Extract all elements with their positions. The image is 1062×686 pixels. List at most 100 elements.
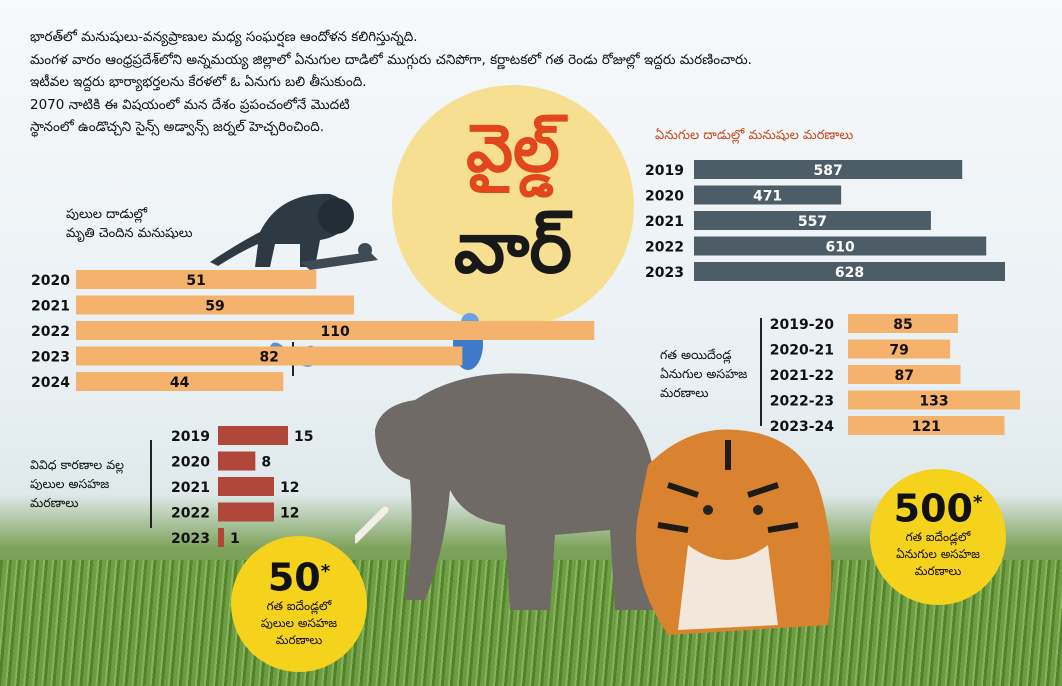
bar <box>694 236 987 256</box>
value-label: 85 <box>893 317 912 333</box>
intro-line: ఇటీవల ఇద్దరు భార్యాభర్తలను కేరళలో ఓ ఏనుగ… <box>30 74 367 90</box>
category-label: 2022 <box>171 506 210 522</box>
category-label: 2024 <box>31 375 70 391</box>
tiger-deaths-brace <box>150 440 152 528</box>
heading-line: గత అయిదేండ్ల <box>660 347 732 362</box>
category-label: 2022-23 <box>770 394 834 410</box>
category-label: 2023 <box>31 350 70 366</box>
bar <box>694 185 842 205</box>
intro-text: భారత్‌లో మనుషులు-వన్యప్రాణుల మధ్య సంఘర్ష… <box>30 26 890 139</box>
value-label: 121 <box>912 419 941 435</box>
badge-mark: * <box>320 561 331 582</box>
category-label: 2020 <box>31 273 70 289</box>
intro-line: స్థానంలో ఉండొచ్చని సైన్స్ అడ్వాన్స్ జర్న… <box>30 119 325 135</box>
elephant-attacks-heading: ఏనుగుల దాడుల్లో మనుషుల మరణాలు <box>655 128 854 143</box>
badge-line: పులుల అసహజ <box>260 615 338 630</box>
elephant-deaths-heading: గత అయిదేండ్ల ఏనుగుల అసహజ మరణాలు <box>660 345 747 402</box>
value-label: 628 <box>835 265 864 281</box>
bar <box>218 451 256 471</box>
value-label: 12 <box>280 506 299 522</box>
category-label: 2022 <box>31 324 70 340</box>
value-label: 110 <box>321 324 350 340</box>
lion-attack-illustration <box>210 193 378 270</box>
heading-line: మృతి చెందిన మనుషులు <box>66 226 193 241</box>
intro-line: భారత్‌లో మనుషులు-వన్యప్రాణుల మధ్య సంఘర్ష… <box>30 29 418 45</box>
tiger-attacks-heading: పులుల దాడుల్లో మృతి చెందిన మనుషులు <box>66 205 193 243</box>
badge-line: మరణాలు <box>914 563 962 578</box>
category-label: 2020 <box>171 455 210 471</box>
bar <box>848 339 951 359</box>
value-label: 1 <box>230 531 240 547</box>
badge-line: ఏనుగుల అసహజ <box>896 546 980 561</box>
category-label: 2023 <box>171 531 210 547</box>
category-label: 2020 <box>645 189 684 205</box>
category-label: 2019 <box>171 429 210 445</box>
value-label: 15 <box>294 429 313 445</box>
badge-number: 500 <box>893 486 973 531</box>
main-title-line2: వార్ <box>453 205 573 289</box>
bar <box>76 346 463 366</box>
bar <box>694 262 1005 281</box>
badge-line: గత ఐదేండ్లలో <box>266 598 332 613</box>
tiger-deaths-badge: 50* గత ఐదేండ్లలో పులుల అసహజ మరణాలు <box>231 536 367 672</box>
category-label: 2023 <box>645 265 684 281</box>
category-label: 2021-22 <box>770 368 834 384</box>
category-label: 2019 <box>645 163 684 179</box>
elephant-deaths-badge: 500* గత ఐదేండ్లలో ఏనుగుల అసహజ మరణాలు <box>870 469 1006 605</box>
category-label: 2019-20 <box>770 317 835 333</box>
value-label: 87 <box>895 368 914 384</box>
value-label: 44 <box>170 375 190 391</box>
tiger-attacks-chart: 2020 51 2021 59 2022 110 2023 82 2024 44 <box>31 270 595 391</box>
heading-line: పులుల అసహజ <box>30 476 110 491</box>
bar <box>848 365 961 384</box>
heading-line: వివిధ కారణాల వల్ల <box>30 457 124 472</box>
value-label: 557 <box>798 214 827 230</box>
tiger-illustration <box>636 429 832 635</box>
badge-line: మరణాలు <box>275 632 323 647</box>
category-label: 2020-21 <box>770 343 834 359</box>
bar <box>218 477 274 496</box>
intro-line: మంగళ వారం ఆంధ్రప్రదేశ్‌లోని అన్నమయ్య జిల… <box>30 51 752 68</box>
badge-mark: * <box>972 492 983 513</box>
elephant-illustration <box>355 373 655 610</box>
value-label: 59 <box>205 299 224 315</box>
badge-number: 50 <box>267 555 321 600</box>
value-label: 610 <box>825 240 854 256</box>
elephant-attacks-chart: 2019 587 2020 471 2021 557 2022 610 2023 628 <box>645 160 1005 281</box>
bar <box>848 416 1005 435</box>
category-label: 2021 <box>171 480 210 496</box>
bar <box>76 270 317 289</box>
bar <box>218 528 224 547</box>
heading-line: ఏనుగుల అసహజ <box>660 366 748 381</box>
bar <box>694 211 931 230</box>
title-circle <box>392 85 634 327</box>
bar <box>218 426 288 445</box>
bar <box>848 390 1020 410</box>
bar <box>76 321 595 340</box>
bar <box>218 502 274 522</box>
tiger-deaths-chart: 2019 15 2020 8 2021 12 2022 12 2023 1 <box>171 426 313 547</box>
bar <box>76 372 284 391</box>
value-label: 79 <box>889 343 908 359</box>
bar <box>848 314 958 333</box>
value-label: 12 <box>280 480 299 496</box>
main-title-line1: వైల్డ్ <box>466 110 560 187</box>
value-label: 471 <box>753 189 782 205</box>
category-label: 2023-24 <box>770 419 835 435</box>
tiger-deaths-heading: వివిధ కారణాల వల్ల పులుల అసహజ మరణాలు <box>30 455 124 512</box>
category-label: 2021 <box>31 299 70 315</box>
badge-line: గత ఐదేండ్లలో <box>905 529 971 544</box>
category-label: 2022 <box>645 240 684 256</box>
bar <box>694 160 963 179</box>
intro-line: 2070 నాటికి ఈ విషయంలో మన దేశం ప్రపంచంలోన… <box>30 96 350 113</box>
value-label: 133 <box>919 394 948 410</box>
value-label: 8 <box>261 455 271 471</box>
heading-line: పులుల దాడుల్లో <box>66 207 148 222</box>
value-label: 82 <box>259 350 278 366</box>
category-label: 2021 <box>645 214 684 230</box>
elephant-deaths-brace <box>760 318 762 426</box>
heading-line: మరణాలు <box>30 495 79 510</box>
bar <box>76 295 354 315</box>
value-label: 587 <box>813 163 842 179</box>
heading-line: మరణాలు <box>660 385 709 400</box>
